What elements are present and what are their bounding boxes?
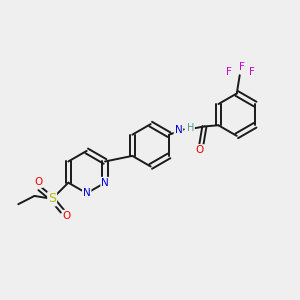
Text: F: F xyxy=(226,67,232,77)
Text: F: F xyxy=(239,62,245,72)
Text: H: H xyxy=(187,123,194,133)
Text: O: O xyxy=(196,145,204,155)
Text: N: N xyxy=(101,178,109,188)
Text: S: S xyxy=(48,192,56,206)
Text: N: N xyxy=(83,188,91,198)
Text: O: O xyxy=(34,177,42,187)
Text: O: O xyxy=(63,211,71,221)
Text: F: F xyxy=(249,67,255,77)
Text: N: N xyxy=(175,125,182,135)
